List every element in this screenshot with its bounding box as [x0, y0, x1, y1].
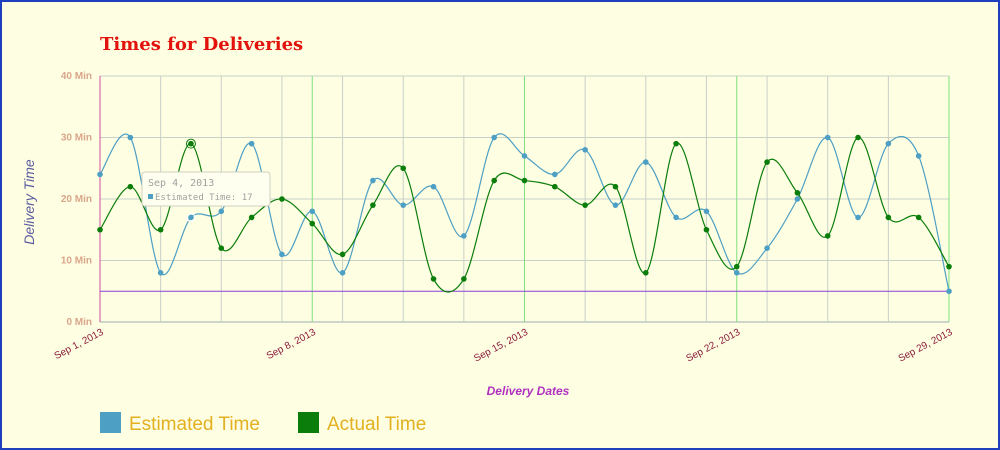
actual-time-point[interactable]	[673, 140, 679, 147]
hover-highlight-ring	[185, 138, 196, 149]
y-tick-label: 0 Min	[66, 317, 92, 328]
estimated-time-point[interactable]	[673, 214, 679, 221]
actual-time-point[interactable]	[794, 190, 801, 196]
y-tick-label: 30 Min	[61, 133, 92, 144]
estimated-time-point[interactable]	[703, 208, 710, 215]
actual-time-point[interactable]	[188, 140, 194, 147]
estimated-time-point[interactable]	[552, 171, 558, 178]
y-axis-ticks: 0 Min 10 Min 20 Min 30 Min 40 Min	[61, 71, 92, 328]
legend-label-estimated[interactable]: Estimated Time	[129, 414, 260, 435]
estimated-time-point[interactable]	[946, 288, 952, 295]
estimated-time-point[interactable]	[733, 270, 740, 276]
estimated-time-point[interactable]	[461, 233, 467, 239]
x-tick-label: Sep 29, 2013	[897, 327, 955, 365]
actual-time-point[interactable]	[521, 177, 528, 184]
series-points	[97, 134, 952, 295]
actual-time-point[interactable]	[946, 263, 952, 270]
actual-time-point[interactable]	[309, 220, 316, 227]
y-tick-label: 10 Min	[61, 256, 92, 267]
estimated-time-point[interactable]	[794, 196, 801, 202]
actual-time-point[interactable]	[764, 159, 770, 165]
estimated-time-point[interactable]	[521, 153, 528, 159]
actual-time-point[interactable]	[824, 233, 831, 239]
y-axis-label: Delivery Time	[21, 159, 37, 245]
tooltip-box	[141, 171, 271, 207]
actual-time-point[interactable]	[370, 202, 376, 208]
estimated-time-point[interactable]	[279, 251, 285, 258]
actual-time-point[interactable]	[642, 270, 649, 276]
actual-time-point[interactable]	[400, 165, 407, 172]
estimated-time-point[interactable]	[582, 147, 588, 153]
actual-time-point[interactable]	[703, 226, 710, 233]
actual-time-point[interactable]	[733, 263, 740, 270]
estimated-time-point[interactable]	[97, 171, 103, 178]
x-tick-label: Sep 1, 2013	[53, 327, 106, 362]
estimated-time-point[interactable]	[491, 134, 497, 141]
legend-label-actual[interactable]: Actual Time	[327, 414, 426, 435]
chart-grid	[99, 75, 950, 323]
estimated-time-point[interactable]	[855, 214, 861, 221]
actual-time-line	[99, 136, 950, 293]
actual-time-point[interactable]	[339, 251, 346, 258]
actual-time-point[interactable]	[885, 214, 892, 221]
chart-title: Times for Deliveries	[100, 34, 303, 55]
tooltip-title: Sep 4, 2013	[148, 178, 214, 189]
actual-time-point[interactable]	[127, 183, 134, 190]
x-tick-label: Sep 8, 2013	[265, 327, 318, 362]
estimated-time-point[interactable]	[309, 208, 316, 215]
estimated-time-point[interactable]	[915, 153, 922, 159]
actual-time-point[interactable]	[157, 226, 164, 233]
x-tick-label: Sep 15, 2013	[472, 327, 530, 365]
estimated-time-point[interactable]	[127, 134, 134, 141]
estimated-time-point[interactable]	[764, 245, 770, 251]
estimated-time-point[interactable]	[218, 208, 225, 215]
estimated-time-point[interactable]	[885, 140, 892, 147]
actual-time-point[interactable]	[915, 214, 922, 221]
estimated-time-point[interactable]	[612, 202, 619, 208]
estimated-time-point[interactable]	[188, 214, 194, 221]
actual-time-point[interactable]	[430, 276, 437, 282]
actual-time-point[interactable]	[612, 183, 619, 190]
actual-time-point[interactable]	[461, 276, 467, 282]
estimated-time-point[interactable]	[824, 134, 831, 141]
hover-highlight-ring	[186, 212, 196, 223]
x-tick-label: Sep 22, 2013	[684, 327, 742, 365]
x-axis-label: Delivery Dates	[487, 384, 570, 398]
estimated-time-point[interactable]	[642, 159, 649, 165]
estimated-time-point[interactable]	[430, 183, 437, 190]
actual-time-point[interactable]	[491, 177, 497, 184]
actual-time-point[interactable]	[582, 202, 588, 208]
tooltip: Sep 4, 2013 Estimated Time: 17	[141, 171, 271, 207]
y-tick-label: 20 Min	[61, 194, 92, 205]
estimated-time-point[interactable]	[157, 270, 164, 276]
legend[interactable]: Estimated Time Actual Time	[100, 412, 426, 435]
legend-swatch-actual	[298, 412, 319, 433]
tooltip-text: Estimated Time: 17	[155, 193, 253, 203]
legend-swatch-estimated	[100, 412, 121, 433]
estimated-time-point[interactable]	[400, 202, 407, 208]
actual-time-point[interactable]	[855, 134, 861, 141]
estimated-time-point[interactable]	[370, 177, 376, 184]
estimated-time-point[interactable]	[248, 140, 255, 147]
estimated-time-point[interactable]	[339, 270, 346, 276]
actual-time-point[interactable]	[97, 226, 103, 233]
actual-time-point[interactable]	[248, 214, 255, 221]
actual-time-point[interactable]	[552, 183, 558, 190]
tooltip-swatch	[148, 194, 153, 199]
actual-time-point[interactable]	[218, 245, 225, 251]
y-tick-label: 40 Min	[61, 71, 92, 82]
actual-time-point[interactable]	[279, 196, 285, 202]
x-axis-ticks: Sep 1, 2013 Sep 8, 2013 Sep 15, 2013 Sep 22…	[53, 327, 955, 365]
